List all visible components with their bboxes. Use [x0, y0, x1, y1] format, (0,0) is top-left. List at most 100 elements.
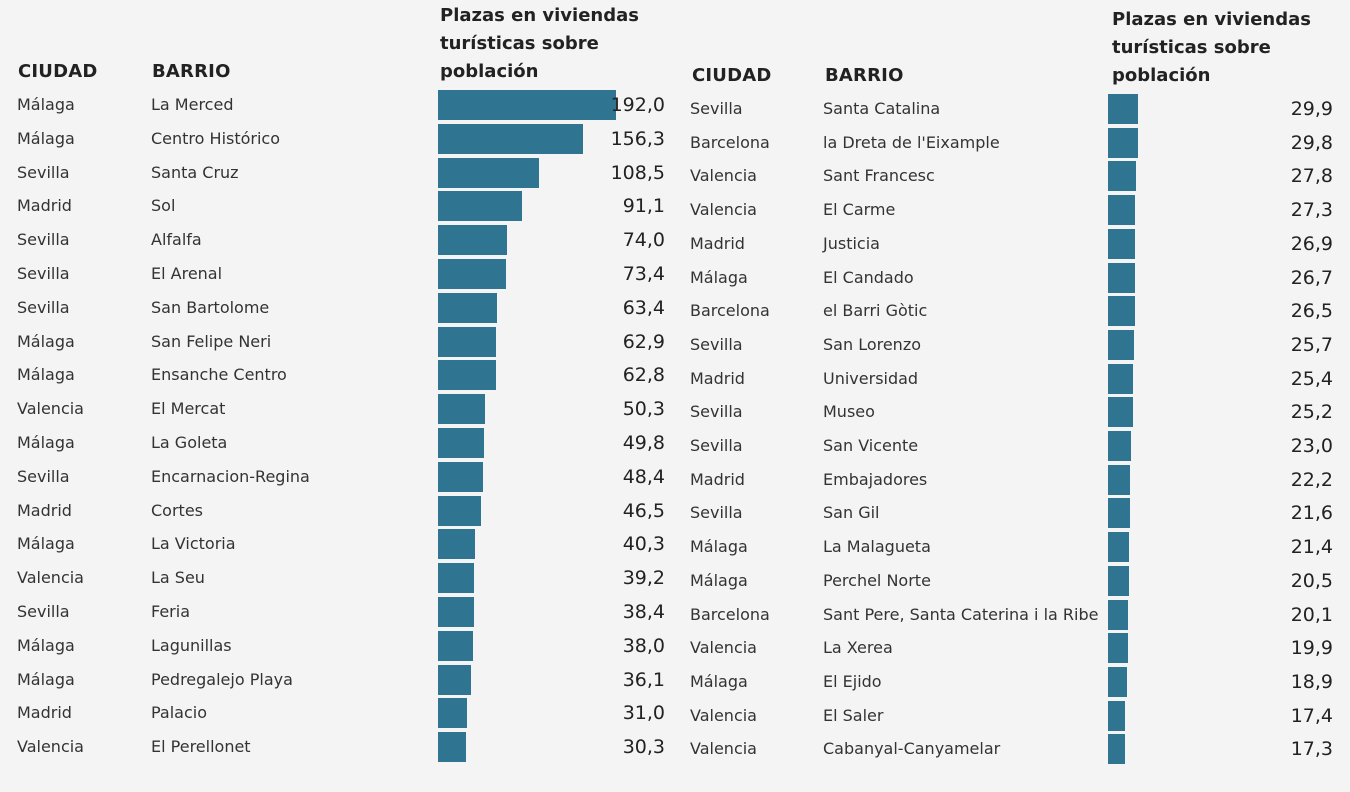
- table-row: Madrid Palacio 31,0: [0, 696, 680, 730]
- ciudad-cell: Valencia: [690, 705, 757, 725]
- table-row: Sevilla El Arenal 73,4: [0, 257, 680, 291]
- table-row: Sevilla Encarnacion-Regina 48,4: [0, 460, 680, 494]
- value-bar: [1108, 363, 1134, 394]
- barrio-cell: Palacio: [151, 703, 208, 723]
- value-label: 22,2: [1290, 468, 1333, 491]
- barrio-cell: El Perellonet: [151, 737, 251, 757]
- table-row: Málaga El Candado 26,7: [680, 261, 1350, 295]
- table-row: Málaga Lagunillas 38,0: [0, 629, 680, 663]
- value-label: 108,5: [610, 161, 665, 184]
- value-label: 74,0: [622, 229, 665, 252]
- barrio-cell: Sant Pere, Santa Caterina i la Ribe: [823, 604, 1099, 624]
- value-bar: [1108, 262, 1135, 293]
- barrio-cell: La Merced: [151, 95, 234, 114]
- value-bar: [438, 630, 474, 661]
- value-bar: [1108, 228, 1135, 259]
- value-label: 25,7: [1290, 333, 1333, 356]
- value-bar: [438, 191, 523, 222]
- value-label: 20,5: [1290, 569, 1333, 592]
- value-label: 26,5: [1290, 300, 1333, 323]
- value-bar: [1108, 431, 1132, 461]
- barrio-cell: La Goleta: [151, 433, 228, 452]
- ciudad-cell: Sevilla: [690, 402, 743, 422]
- value-label: 63,4: [622, 296, 665, 319]
- ciudad-cell: Valencia: [690, 638, 757, 658]
- value-bar: [438, 90, 616, 120]
- ciudad-cell: Málaga: [17, 635, 75, 655]
- value-label: 17,3: [1290, 738, 1333, 761]
- value-label: 26,7: [1290, 266, 1333, 289]
- left-ranking-panel: CIUDAD BARRIO Plazas en viviendas turíst…: [0, 5, 680, 764]
- value-bar: [438, 529, 476, 560]
- barrio-cell: Santa Catalina: [823, 99, 941, 118]
- table-row: Sevilla San Bartolome 63,4: [0, 291, 680, 325]
- table-row: Valencia El Carme 27,3: [680, 193, 1350, 227]
- table-row: Sevilla San Lorenzo 25,7: [680, 328, 1350, 362]
- value-bar: [438, 326, 497, 357]
- value-bar: [1108, 161, 1136, 192]
- barrio-cell: Sant Francesc: [823, 166, 935, 186]
- table-row: Valencia El Perellonet 30,3: [0, 730, 680, 764]
- barrio-cell: el Barri Gòtic: [823, 301, 928, 321]
- barrio-cell: San Bartolome: [151, 297, 270, 317]
- table-row: Madrid Sol 91,1: [0, 189, 680, 223]
- ciudad-cell: Sevilla: [17, 162, 70, 182]
- ciudad-cell: Madrid: [690, 469, 745, 489]
- ciudad-cell: Valencia: [690, 200, 757, 220]
- value-label: 73,4: [622, 263, 665, 285]
- table-row: Sevilla Alfalfa 74,0: [0, 223, 680, 257]
- ciudad-cell: Málaga: [690, 570, 748, 590]
- ciudad-cell: Sevilla: [690, 334, 743, 354]
- barrio-cell: Cabanyal-Canyamelar: [823, 739, 1001, 759]
- ciudad-cell: Madrid: [17, 703, 72, 723]
- ciudad-cell: Madrid: [17, 500, 72, 520]
- value-bar: [1108, 464, 1131, 495]
- ciudad-cell: Málaga: [17, 433, 75, 452]
- barrio-cell: La Xerea: [823, 638, 893, 658]
- ciudad-cell: Málaga: [690, 267, 748, 287]
- barrio-header: BARRIO: [825, 65, 904, 86]
- table-row: Sevilla Santa Catalina 29,9: [680, 92, 1350, 126]
- value-label: 39,2: [622, 567, 665, 590]
- barrio-cell: Perchel Norte: [823, 570, 931, 590]
- barrio-cell: Cortes: [151, 500, 203, 520]
- ciudad-cell: Barcelona: [690, 132, 770, 152]
- ciudad-cell: Valencia: [17, 399, 84, 419]
- ciudad-cell: Valencia: [690, 166, 757, 186]
- ciudad-header: CIUDAD: [18, 61, 98, 82]
- table-row: Málaga El Ejido 18,9: [680, 665, 1350, 699]
- barrio-cell: Feria: [151, 602, 190, 621]
- ciudad-cell: Sevilla: [17, 602, 70, 621]
- value-bar: [1108, 195, 1136, 226]
- table-row: Málaga San Felipe Neri 62,9: [0, 325, 680, 359]
- value-label: 30,3: [622, 736, 665, 759]
- table-row: Málaga Ensanche Centro 62,8: [0, 358, 680, 392]
- ciudad-cell: Málaga: [690, 671, 748, 691]
- value-label: 192,0: [610, 94, 665, 116]
- ciudad-cell: Barcelona: [690, 604, 770, 624]
- barrio-cell: La Victoria: [151, 534, 236, 554]
- table-row: Sevilla San Vicente 23,0: [680, 429, 1350, 463]
- value-bar: [438, 563, 475, 594]
- value-bar: [438, 461, 483, 492]
- value-label: 19,9: [1290, 637, 1333, 660]
- value-label: 21,6: [1290, 502, 1333, 525]
- ciudad-cell: Málaga: [690, 537, 748, 557]
- value-bar: [438, 123, 583, 154]
- value-column-title: Plazas en viviendas turísticas sobre pob…: [440, 5, 639, 82]
- value-bar: [1108, 734, 1126, 765]
- value-label: 27,3: [1290, 199, 1333, 222]
- value-bar: [1108, 700, 1126, 731]
- value-bar: [438, 732, 467, 763]
- ciudad-cell: Valencia: [17, 568, 84, 588]
- value-bar: [1108, 94, 1138, 124]
- value-bar: [438, 698, 467, 729]
- table-row: Madrid Universidad 25,4: [680, 362, 1350, 396]
- value-label: 36,1: [622, 668, 665, 691]
- table-row: Málaga La Merced 192,0: [0, 88, 680, 122]
- ciudad-cell: Málaga: [17, 669, 75, 689]
- value-bar: [1108, 329, 1134, 360]
- value-bar: [438, 428, 485, 458]
- value-label: 48,4: [622, 465, 665, 488]
- barrio-cell: Alfalfa: [151, 230, 202, 250]
